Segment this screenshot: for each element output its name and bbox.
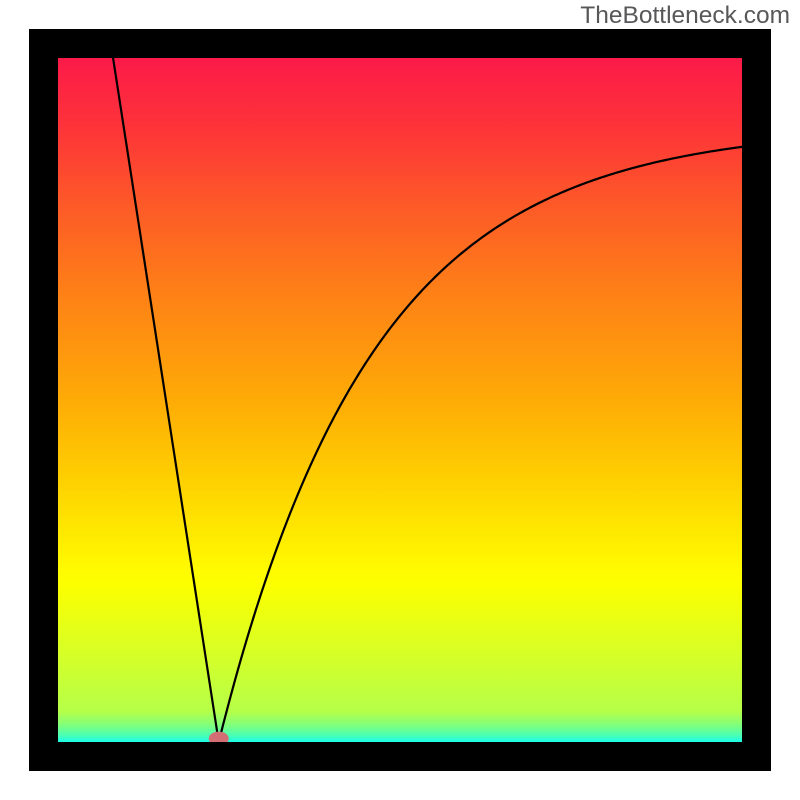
plot-svg bbox=[58, 58, 742, 742]
plot-background bbox=[58, 58, 742, 742]
plot-frame bbox=[29, 29, 771, 771]
watermark-text: TheBottleneck.com bbox=[580, 2, 790, 30]
chart-container: TheBottleneck.com bbox=[0, 0, 800, 800]
